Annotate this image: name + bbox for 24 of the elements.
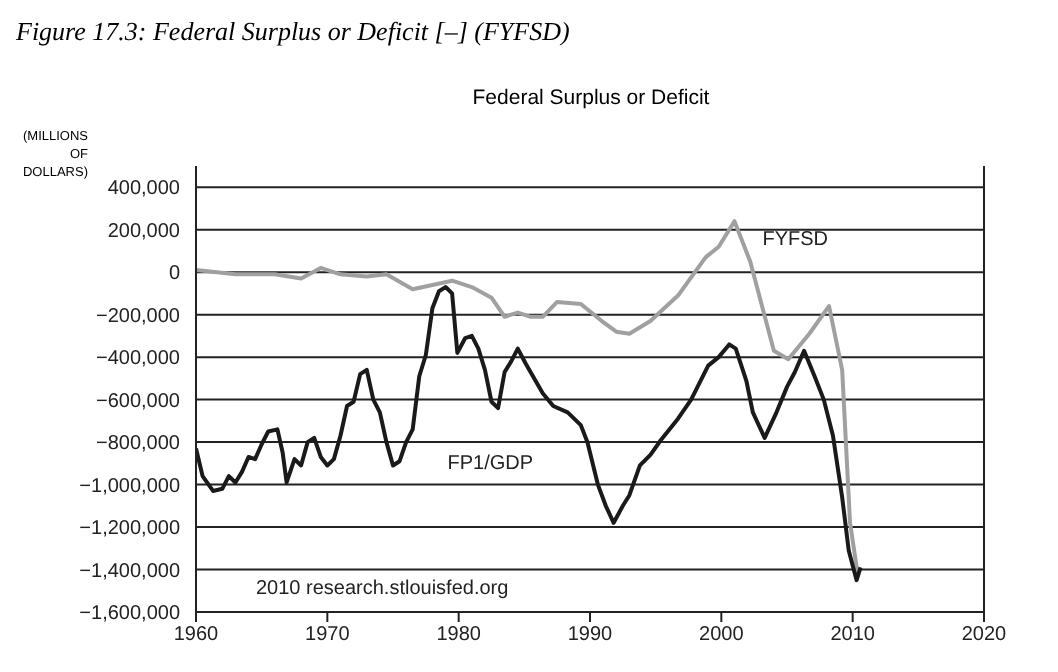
y-tick-label: −400,000 [96, 348, 181, 371]
annotation: 2010 research.stlouisfed.org [256, 578, 509, 600]
y-tick-label: −1,000,000 [79, 475, 181, 498]
y-tick-label: −1,600,000 [79, 603, 181, 626]
x-tick-label: 2020 [961, 624, 1008, 647]
line-series [196, 219, 860, 578]
y-tick-label: −1,200,000 [79, 518, 181, 541]
y-tick-label: −800,000 [96, 433, 181, 456]
y-tick-label: −1,400,000 [79, 560, 181, 583]
text: FP1/GDP [447, 453, 534, 476]
series-label: FYFSD [762, 229, 829, 252]
y-tick-label: −600,000 [96, 390, 181, 413]
chart-subtitle: Federal Surplus or Deficit [470, 86, 712, 110]
y-tick-label: 400,000 [107, 178, 181, 201]
x-tick-label: 2010 [830, 624, 876, 647]
x-tick-label: 1980 [436, 624, 482, 647]
y-tick-label: 200,000 [107, 220, 181, 243]
y-tick-label: 0 [168, 263, 181, 286]
x-tick-label: 1970 [305, 624, 351, 647]
x-tick-label: 1990 [567, 624, 614, 647]
y-tick-label: −200,000 [96, 305, 181, 328]
x-tick-label: 2000 [699, 624, 745, 647]
x-tick-label: 1960 [173, 624, 220, 647]
chart-title: Figure 17.3: Federal Surplus or Deficit [–] (FYFSD) [16, 16, 570, 48]
